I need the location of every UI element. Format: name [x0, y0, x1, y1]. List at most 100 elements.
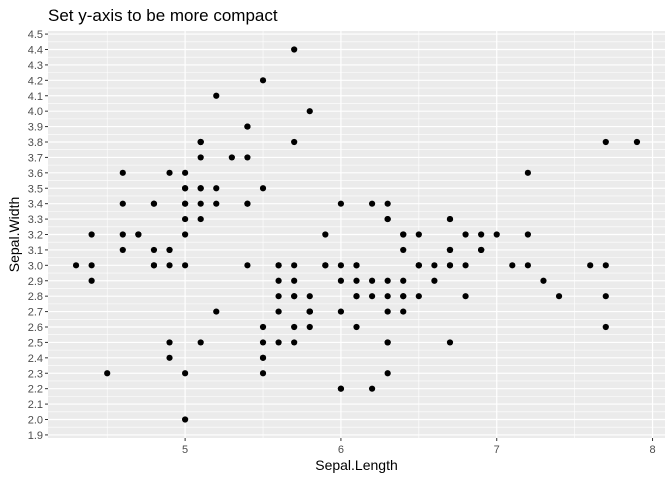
data-point: [259, 339, 267, 346]
y-tick-label: 2.5: [28, 337, 43, 349]
y-tick-label: 2.9: [28, 276, 43, 288]
data-point: [400, 293, 407, 300]
data-point: [197, 154, 204, 161]
data-point: [306, 108, 313, 115]
data-point: [384, 293, 391, 300]
data-point: [275, 262, 282, 269]
data-point: [384, 370, 391, 377]
y-tick-label: 4.4: [28, 45, 43, 57]
y-tick-label: 2.0: [28, 415, 43, 427]
data-point: [104, 370, 111, 377]
data-point: [337, 385, 345, 392]
data-point: [197, 185, 204, 192]
y-tick-label: 3.5: [28, 183, 43, 195]
data-point: [384, 277, 391, 284]
data-point: [462, 293, 469, 300]
y-tick-label: 4.5: [28, 29, 43, 41]
data-point: [88, 277, 95, 284]
data-point: [275, 277, 282, 284]
data-point: [166, 354, 173, 361]
data-point: [275, 339, 282, 346]
data-point: [213, 308, 220, 315]
data-point: [337, 262, 345, 269]
data-point: [633, 138, 641, 146]
y-axis-title: Sepal.Width: [6, 197, 22, 272]
data-point: [213, 200, 220, 207]
data-point: [306, 323, 313, 331]
data-point: [415, 262, 422, 269]
data-point: [119, 231, 126, 238]
data-point: [259, 354, 267, 361]
y-tick-label: 3.2: [28, 230, 43, 242]
y-tick-label: 3.8: [28, 137, 43, 149]
data-point: [197, 339, 204, 346]
data-point: [400, 308, 407, 315]
data-point: [182, 231, 189, 238]
data-point: [88, 262, 95, 269]
data-point: [509, 262, 516, 269]
data-point: [446, 262, 454, 269]
data-point: [213, 185, 220, 192]
data-point: [384, 339, 391, 346]
data-point: [400, 277, 407, 284]
data-point: [182, 370, 189, 377]
x-tick-label: 5: [182, 444, 188, 456]
data-point: [384, 308, 391, 315]
data-point: [462, 262, 469, 269]
y-tick-label: 2.2: [28, 384, 43, 396]
data-point: [259, 370, 267, 377]
data-point: [291, 339, 298, 346]
data-point: [197, 215, 204, 223]
data-point: [244, 262, 251, 269]
data-point: [462, 231, 469, 238]
data-point: [322, 262, 329, 269]
data-point: [446, 339, 454, 346]
data-point: [182, 262, 189, 269]
data-point: [446, 246, 454, 254]
data-point: [119, 169, 126, 176]
x-tick-label: 8: [649, 444, 655, 456]
chart-title: Set y-axis to be more compact: [48, 6, 278, 25]
data-point: [306, 293, 313, 300]
y-tick-label: 3.6: [28, 168, 43, 180]
data-point: [524, 231, 531, 238]
y-axis: 1.9 2.0 2.1 2.2 2.3 2.4 2.5 2.6 2.7 2.8 2.9 3.0 3.1 3…: [28, 29, 48, 442]
data-point: [150, 200, 158, 207]
data-point: [244, 123, 251, 130]
data-point: [244, 154, 251, 161]
data-point: [228, 154, 235, 161]
data-point: [384, 215, 391, 223]
y-tick-label: 2.6: [28, 322, 43, 334]
y-tick-label: 2.7: [28, 307, 43, 319]
y-tick-label: 4.1: [28, 91, 43, 103]
data-point: [291, 138, 298, 146]
x-axis: 5 6 7 8: [182, 438, 656, 456]
data-point: [259, 185, 267, 192]
data-point: [291, 262, 298, 269]
data-point: [166, 246, 173, 254]
data-point: [524, 262, 531, 269]
data-point: [400, 246, 407, 254]
y-tick-label: 3.0: [28, 260, 43, 272]
data-point: [602, 323, 609, 331]
data-point: [291, 323, 298, 331]
data-point: [182, 169, 189, 176]
data-point: [337, 200, 345, 207]
data-point: [322, 231, 329, 238]
data-points: [72, 46, 641, 423]
y-tick-label: 3.4: [28, 199, 43, 211]
major-gridlines: [48, 31, 665, 438]
data-point: [353, 262, 360, 269]
data-point: [291, 293, 298, 300]
data-point: [384, 200, 391, 207]
data-point: [368, 293, 376, 300]
x-tick-label: 6: [338, 444, 344, 456]
data-point: [446, 215, 454, 223]
data-point: [182, 215, 189, 223]
y-tick-label: 3.1: [28, 245, 43, 257]
minor-gridlines: [48, 31, 665, 438]
data-point: [291, 46, 298, 53]
x-axis-title: Sepal.Length: [315, 457, 398, 473]
data-point: [337, 277, 345, 284]
